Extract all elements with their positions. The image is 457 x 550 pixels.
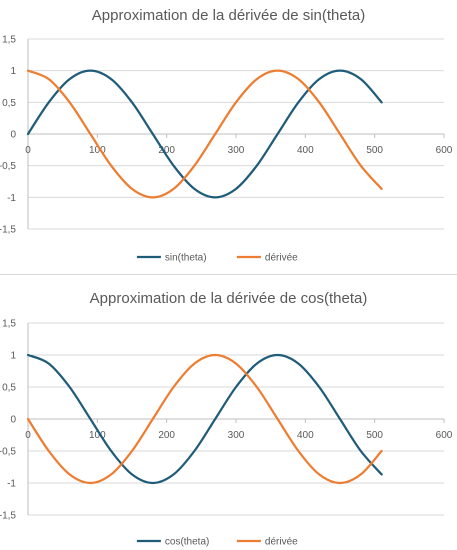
- chart-title: Approximation de la dérivée de cos(theta…: [90, 290, 368, 307]
- legend-label: dérivée: [265, 537, 298, 548]
- x-tick-label: 300: [228, 145, 245, 156]
- x-tick-label: 200: [158, 145, 175, 156]
- y-tick-label: 1,5: [2, 319, 16, 330]
- x-tick-label: 100: [89, 430, 106, 441]
- y-tick-label: 1: [10, 351, 16, 362]
- x-tick-label: 200: [158, 430, 175, 441]
- chart-cos-svg: Approximation de la dérivée de cos(theta…: [0, 290, 453, 548]
- legend-label: dérivée: [265, 253, 298, 264]
- y-tick-label: 1: [10, 66, 16, 77]
- series-line-1: [26, 353, 383, 485]
- x-tick-label: 300: [228, 430, 245, 441]
- y-tick-label: 0,5: [2, 98, 16, 109]
- x-tick-label: 400: [297, 430, 314, 441]
- x-tick-label: 500: [366, 145, 383, 156]
- x-tick-label: 0: [25, 145, 31, 156]
- legend-item: dérivée: [236, 253, 298, 264]
- legend-item: dérivée: [236, 537, 298, 548]
- y-tick-label: -1: [7, 193, 16, 204]
- y-tick-label: -0,5: [0, 161, 16, 172]
- y-tick-label: 0,5: [2, 383, 16, 394]
- x-tick-label: 600: [436, 145, 453, 156]
- x-tick-label: 600: [436, 430, 453, 441]
- y-tick-label: -1,5: [0, 511, 16, 522]
- chart-sin-svg: Approximation de la dérivée de sin(theta…: [0, 7, 453, 264]
- series-line-2: [26, 69, 383, 199]
- y-tick-label: 0: [10, 130, 16, 141]
- series-line-1: [26, 69, 383, 199]
- legend-label: cos(theta): [165, 537, 209, 548]
- series-line-2: [26, 353, 383, 485]
- x-tick-label: 400: [297, 145, 314, 156]
- y-tick-label: 0: [10, 415, 16, 426]
- chart-divider: [0, 274, 457, 275]
- chart-sin-derivative: Approximation de la dérivée de sin(theta…: [0, 0, 457, 274]
- chart-cos-derivative: Approximation de la dérivée de cos(theta…: [0, 275, 457, 550]
- x-tick-label: 500: [366, 430, 383, 441]
- legend-label: sin(theta): [165, 253, 207, 264]
- y-tick-label: -1: [7, 479, 16, 490]
- y-tick-label: 1,5: [2, 35, 16, 46]
- x-tick-label: 0: [25, 430, 31, 441]
- y-tick-label: -0,5: [0, 447, 16, 458]
- legend-item: sin(theta): [136, 253, 207, 264]
- y-tick-label: -1,5: [0, 225, 16, 236]
- chart-title: Approximation de la dérivée de sin(theta…: [92, 7, 366, 24]
- x-tick-label: 100: [89, 145, 106, 156]
- legend-item: cos(theta): [136, 537, 209, 548]
